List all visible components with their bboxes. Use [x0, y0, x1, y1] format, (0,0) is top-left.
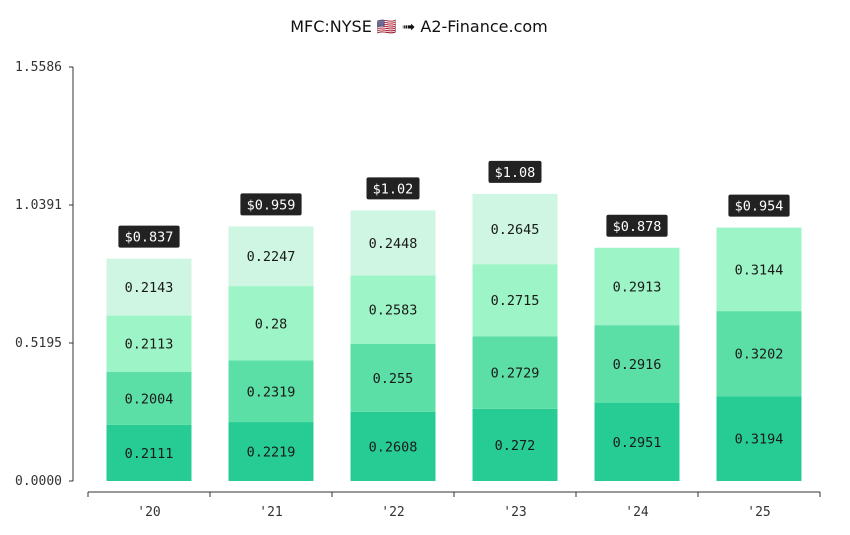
segment-value-label: 0.2004 — [125, 391, 174, 407]
x-tick-label: '23 — [503, 505, 526, 520]
bar-segment — [350, 411, 436, 481]
x-tick-label: '25 — [747, 505, 770, 520]
total-value-label: $1.08 — [495, 165, 536, 181]
segment-value-label: 0.2729 — [491, 366, 540, 382]
x-tick-label: '24 — [625, 505, 649, 520]
chart-title: MFC:NYSE 🇺🇸 ➟ A2-Finance.com — [290, 17, 548, 36]
segment-value-label: 0.2448 — [369, 236, 418, 252]
total-badge — [606, 214, 668, 237]
total-badge — [728, 194, 790, 217]
bar-segment — [472, 336, 558, 409]
segment-value-label: 0.3194 — [735, 432, 784, 448]
bar-segment — [716, 227, 802, 312]
segment-value-label: 0.2583 — [369, 303, 418, 319]
y-tick-label: 1.0391 — [15, 198, 62, 213]
x-tick-label: '21 — [259, 505, 282, 520]
y-tick-label: 0.5195 — [15, 336, 62, 351]
segment-value-label: 0.3202 — [735, 347, 784, 363]
bar-segment — [594, 247, 680, 326]
bar-segment — [472, 264, 558, 337]
bar-segment — [106, 258, 192, 316]
segment-value-label: 0.2113 — [125, 337, 174, 353]
segment-value-label: 0.272 — [495, 438, 536, 454]
segment-value-label: 0.255 — [373, 371, 414, 387]
bar-segment — [228, 286, 314, 361]
bar-segment — [350, 210, 436, 276]
bar-segment — [106, 315, 192, 372]
total-value-label: $0.959 — [247, 197, 296, 213]
bar-segment — [228, 360, 314, 423]
segment-value-label: 0.2143 — [125, 280, 174, 296]
segment-value-label: 0.28 — [255, 316, 288, 332]
total-badge — [118, 225, 180, 248]
segment-value-label: 0.2913 — [613, 279, 662, 295]
bar-segment — [228, 226, 314, 287]
bar-stack: 0.2608 0.255 0.2583 0.2448 $1.02 — [350, 177, 436, 481]
segment-value-label: 0.2645 — [491, 222, 540, 238]
bar-segment — [350, 343, 436, 412]
bar-segment — [472, 408, 558, 481]
x-tick-label: '20 — [137, 505, 160, 520]
y-tick-label: 1.5586 — [15, 60, 62, 75]
total-badge — [488, 160, 542, 183]
y-tick-label: 0.0000 — [15, 474, 62, 489]
bar-segment — [350, 275, 436, 344]
segment-value-label: 0.2715 — [491, 293, 540, 309]
bar-segment — [594, 325, 680, 403]
bar-segment — [106, 371, 192, 425]
bar-segment — [716, 311, 802, 397]
total-value-label: $1.02 — [373, 181, 414, 197]
bar-stack: 0.3194 0.3202 0.3144 $0.954 — [716, 194, 802, 481]
segment-value-label: 0.2608 — [369, 439, 418, 455]
bar-segment — [106, 424, 192, 481]
segment-value-label: 0.3144 — [735, 262, 784, 278]
segment-value-label: 0.2916 — [613, 357, 662, 373]
total-value-label: $0.954 — [735, 199, 784, 215]
segment-value-label: 0.2247 — [247, 249, 296, 265]
bar-stack: 0.2219 0.2319 0.28 0.2247 $0.959 — [228, 193, 314, 481]
total-value-label: $0.837 — [125, 230, 174, 246]
bar-segment — [228, 422, 314, 481]
bar-stack: 0.272 0.2729 0.2715 0.2645 $1.08 — [472, 160, 558, 481]
total-badge — [366, 177, 420, 200]
total-value-label: $0.878 — [613, 219, 662, 235]
segment-value-label: 0.2219 — [247, 445, 296, 461]
x-tick-label: '22 — [381, 505, 404, 520]
segment-value-label: 0.2111 — [125, 446, 174, 462]
total-badge — [240, 193, 302, 216]
bar-segment — [716, 396, 802, 481]
segment-value-label: 0.2319 — [247, 384, 296, 400]
bar-stack: 0.2111 0.2004 0.2113 0.2143 $0.837 — [106, 225, 192, 481]
bar-segment — [594, 402, 680, 481]
bar-stack: 0.2951 0.2916 0.2913 $0.878 — [594, 214, 680, 481]
bar-segment — [472, 193, 558, 265]
segment-value-label: 0.2951 — [613, 435, 662, 451]
